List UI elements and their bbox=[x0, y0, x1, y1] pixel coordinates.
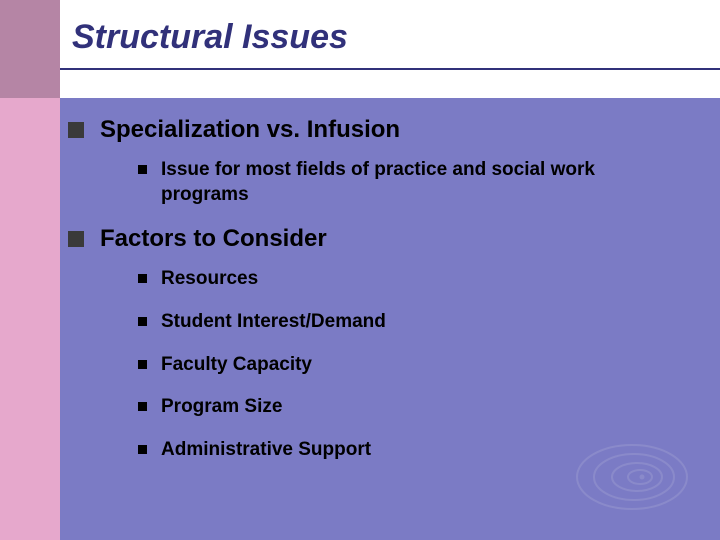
square-bullet-icon bbox=[138, 165, 147, 174]
title-rule bbox=[60, 68, 720, 70]
square-bullet-icon bbox=[138, 360, 147, 369]
bullet-level2: Student Interest/Demand bbox=[138, 310, 700, 335]
bullet-level2: Resources bbox=[138, 267, 700, 292]
slide-body: Specialization vs. Infusion Issue for mo… bbox=[60, 110, 700, 481]
bullet-text: Specialization vs. Infusion bbox=[100, 116, 400, 144]
bullet-text: Program Size bbox=[161, 395, 282, 420]
bullet-text: Resources bbox=[161, 267, 258, 292]
square-bullet-icon bbox=[138, 274, 147, 283]
bullet-text: Issue for most fields of practice and so… bbox=[161, 158, 641, 207]
bullet-text: Administrative Support bbox=[161, 438, 371, 463]
bullet-level2: Faculty Capacity bbox=[138, 353, 700, 378]
square-bullet-icon bbox=[138, 317, 147, 326]
slide-title: Structural Issues bbox=[72, 18, 348, 57]
accent-strip-dark bbox=[0, 0, 60, 98]
spiral-decoration-icon bbox=[572, 439, 692, 514]
bullet-level1: Specialization vs. Infusion bbox=[60, 116, 700, 144]
square-bullet-icon bbox=[68, 122, 84, 138]
bullet-text: Faculty Capacity bbox=[161, 353, 312, 378]
bullet-text: Factors to Consider bbox=[100, 225, 327, 253]
square-bullet-icon bbox=[68, 231, 84, 247]
bullet-level1: Factors to Consider bbox=[60, 225, 700, 253]
bullet-level2: Program Size bbox=[138, 395, 700, 420]
square-bullet-icon bbox=[138, 445, 147, 454]
bullet-text: Student Interest/Demand bbox=[161, 310, 386, 335]
bullet-level2: Issue for most fields of practice and so… bbox=[138, 158, 700, 207]
square-bullet-icon bbox=[138, 402, 147, 411]
